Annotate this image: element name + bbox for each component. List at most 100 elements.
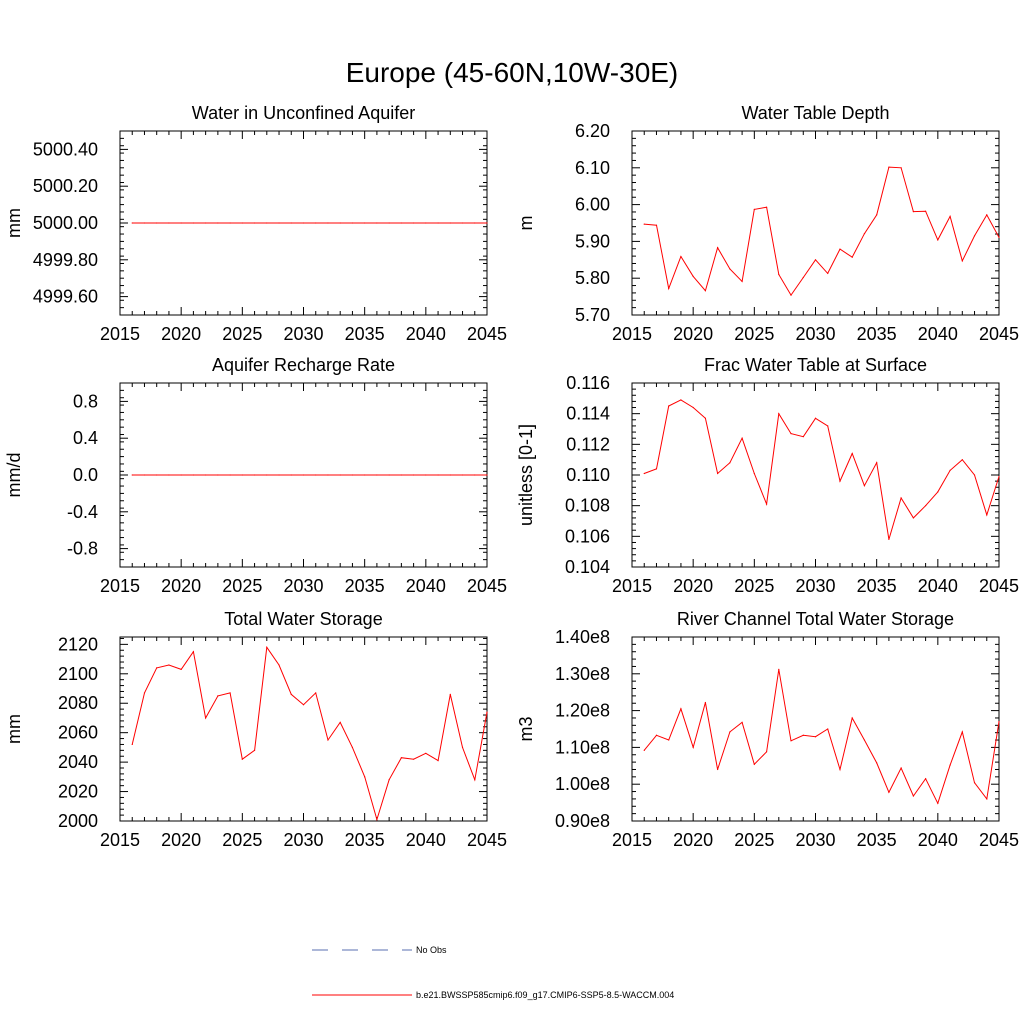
data-point [839, 248, 841, 250]
data-point [168, 222, 170, 224]
data-point [364, 222, 366, 224]
data-point [217, 695, 219, 697]
data-point [888, 538, 890, 541]
x-tick-label: 2045 [467, 576, 507, 596]
x-tick-label: 2025 [734, 324, 774, 344]
data-point [998, 236, 1000, 238]
data-point [912, 517, 914, 519]
data-point [704, 290, 707, 292]
data-point [839, 480, 841, 482]
data-point [925, 778, 927, 780]
y-tick-label: 6.10 [575, 158, 610, 178]
data-point [912, 210, 914, 213]
y-tick-label: 2080 [58, 693, 98, 713]
data-point [729, 462, 731, 464]
data-point [400, 222, 402, 224]
x-tick-label: 2035 [857, 576, 897, 596]
data-point [437, 222, 439, 224]
y-tick-label: 5.70 [575, 305, 610, 325]
y-tick-label: -0.8 [67, 539, 98, 559]
data-point [827, 425, 829, 427]
data-point [973, 474, 976, 476]
y-tick-label: 0.106 [565, 526, 610, 546]
data-point [315, 222, 317, 224]
data-point [217, 474, 219, 476]
data-point [937, 239, 939, 241]
data-point [814, 736, 817, 738]
y-tick-label: 2020 [58, 782, 98, 802]
y-tick-label: 6.20 [575, 121, 610, 141]
data-point [973, 782, 976, 784]
data-point [986, 798, 988, 800]
data-point [192, 651, 194, 653]
data-point [961, 731, 963, 733]
data-point [486, 474, 488, 476]
data-point [376, 818, 378, 821]
data-point [449, 693, 451, 696]
x-tick-label: 2045 [467, 324, 507, 344]
data-point [253, 474, 256, 476]
data-point [253, 222, 256, 224]
data-point [364, 776, 366, 778]
panel-title: Total Water Storage [224, 609, 382, 629]
x-tick-label: 2025 [222, 830, 262, 850]
x-tick-label: 2015 [612, 830, 652, 850]
series-line [643, 669, 1000, 805]
x-tick-label: 2030 [795, 830, 835, 850]
x-tick-label: 2035 [345, 830, 385, 850]
x-tick-label: 2025 [222, 576, 262, 596]
data-point [315, 692, 317, 694]
data-point [876, 214, 878, 216]
series-line [131, 645, 488, 822]
x-tick-label: 2020 [673, 576, 713, 596]
panel-title: Frac Water Table at Surface [704, 355, 927, 375]
data-point [778, 668, 780, 670]
x-tick-label: 2045 [979, 576, 1019, 596]
data-point [753, 208, 755, 210]
data-point [400, 757, 402, 759]
data-point [961, 260, 963, 262]
data-point [753, 763, 755, 765]
data-point [778, 413, 780, 415]
data-point [327, 739, 329, 741]
data-point [986, 514, 988, 516]
data-point [741, 280, 743, 283]
data-point [351, 222, 354, 224]
data-point [278, 664, 280, 666]
data-point [425, 752, 427, 754]
panel-title: Aquifer Recharge Rate [212, 355, 395, 375]
x-tick-label: 2045 [979, 830, 1019, 850]
y-tick-label: 1.00e8 [555, 774, 610, 794]
x-tick-label: 2030 [283, 830, 323, 850]
data-point [192, 474, 194, 476]
data-point [351, 746, 354, 749]
data-point [814, 259, 817, 261]
data-point [925, 505, 927, 507]
data-point [229, 222, 231, 224]
data-point [474, 222, 476, 224]
y-tick-label: 5.80 [575, 268, 610, 288]
y-axis-label: m [516, 216, 536, 231]
data-point [655, 468, 658, 470]
data-point [143, 222, 146, 224]
y-tick-label: 2000 [58, 811, 98, 831]
data-point [156, 667, 158, 669]
data-point [863, 739, 866, 741]
data-point [765, 503, 768, 505]
y-tick-label: 1.40e8 [555, 627, 610, 647]
data-point [315, 474, 317, 476]
data-point [156, 474, 158, 476]
x-tick-label: 2020 [161, 324, 201, 344]
x-tick-label: 2015 [612, 576, 652, 596]
x-tick-label: 2040 [406, 324, 446, 344]
y-tick-label: 1.30e8 [555, 664, 610, 684]
data-point [192, 222, 194, 224]
data-point [449, 222, 451, 224]
data-point [241, 222, 243, 224]
data-point [668, 287, 670, 290]
data-point [680, 708, 682, 710]
data-point [229, 474, 231, 476]
y-tick-label: 2040 [58, 752, 98, 772]
data-point [998, 475, 1000, 478]
